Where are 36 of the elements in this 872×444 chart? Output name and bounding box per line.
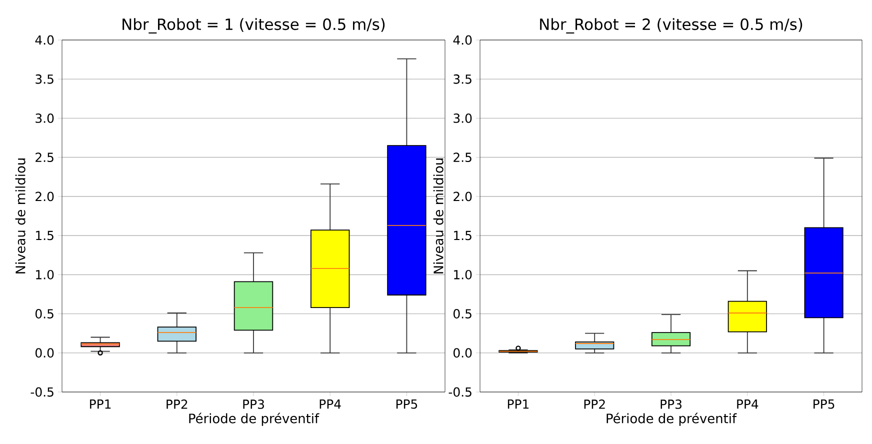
x-axis-title: Période de préventif [189, 412, 320, 426]
y-axis-title: Niveau de mildiou [433, 158, 444, 274]
x-tick-label: PP1 [90, 400, 111, 409]
y-tick-label: -0.5 [30, 387, 54, 397]
y-tick-label: 3.0 [36, 114, 54, 123]
x-tick-label: PP4 [320, 400, 341, 409]
y-tick-label: 1.0 [454, 270, 472, 280]
y-tick-label: 3.0 [454, 114, 472, 123]
y-tick-label: 2.5 [454, 152, 472, 162]
chart-title: Nbr_Robot = 2 (vitesse = 0.5 m/s) [540, 18, 802, 34]
y-tick-label: 3.5 [36, 74, 54, 84]
y-tick-label: 0.0 [454, 348, 472, 358]
y-tick-label: 3.5 [454, 74, 472, 84]
x-tick-label: PP3 [243, 400, 264, 409]
y-tick-label: 1.5 [454, 230, 472, 240]
y-tick-label: 2.0 [36, 192, 54, 202]
x-axis-title: Période de préventif [606, 412, 737, 426]
x-tick-label: PP2 [166, 400, 188, 409]
y-tick-label: -0.5 [448, 387, 472, 397]
x-tick-label: PP5 [396, 400, 418, 409]
x-tick-label: PP1 [508, 400, 529, 409]
y-tick-label: 1.5 [36, 230, 54, 240]
y-tick-label: 1.0 [36, 270, 54, 280]
x-tick-label: PP5 [814, 400, 834, 409]
y-tick-label: 2.0 [454, 192, 472, 202]
x-tick-label: PP2 [584, 400, 605, 409]
y-tick-label: 4.0 [35, 35, 54, 45]
x-tick-label: PP3 [660, 400, 682, 409]
y-tick-label: 0.5 [36, 309, 54, 318]
y-tick-label: 2.5 [36, 152, 54, 162]
chart-title: Nbr_Robot = 1 (vitesse = 0.5 m/s) [122, 18, 385, 34]
y-axis-title: Niveau de mildiou [15, 158, 26, 274]
x-tick-label: PP4 [737, 400, 758, 409]
y-tick-label: 4.0 [453, 35, 472, 45]
y-tick-label: 0.5 [454, 309, 472, 318]
y-tick-label: 0.0 [36, 348, 54, 358]
